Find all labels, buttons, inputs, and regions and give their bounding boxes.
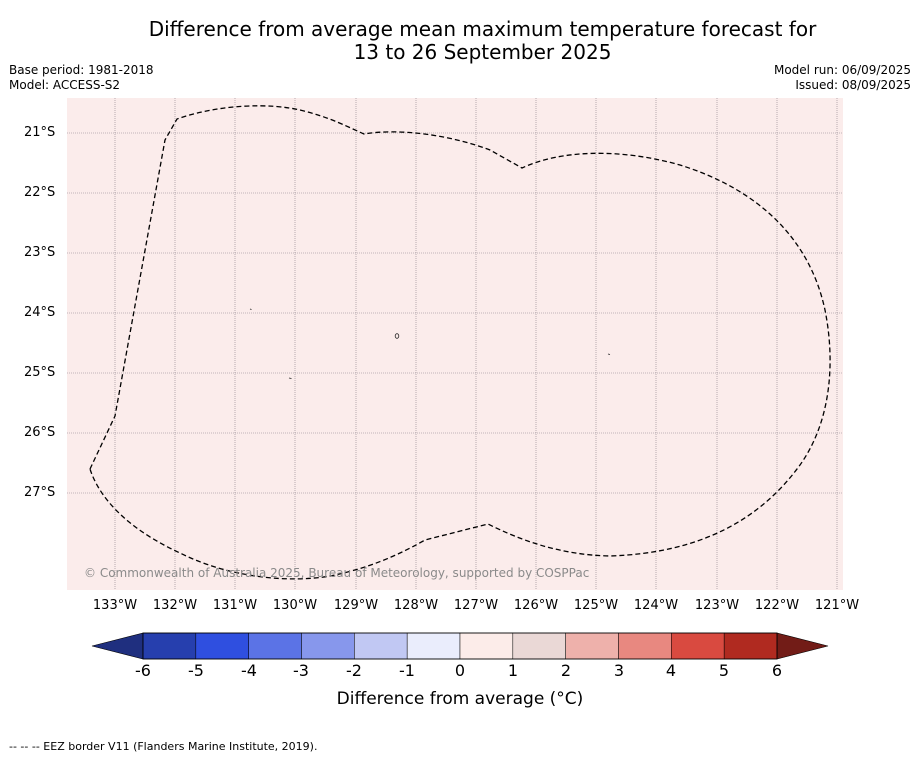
colorbar-cell <box>354 632 408 660</box>
colorbar-tick: -3 <box>293 661 309 680</box>
colorbar-extend-low <box>91 632 144 660</box>
lon-label: 123°W <box>694 598 740 613</box>
colorbar-cell <box>723 632 778 660</box>
lat-label: 26°S <box>24 425 56 440</box>
colorbar-tick: 3 <box>613 661 625 680</box>
colorbar-cell <box>512 632 566 660</box>
lon-label: 133°W <box>92 598 138 613</box>
base-period: Base period: 1981-2018 <box>9 63 154 77</box>
title-line-1: Difference from average mean maximum tem… <box>148 17 817 41</box>
colorbar-cell <box>142 632 197 660</box>
lon-label: 131°W <box>212 598 258 613</box>
lat-label: 22°S <box>24 185 56 200</box>
colorbar-tick: 4 <box>665 661 677 680</box>
colorbar-cell <box>248 632 302 660</box>
colorbar-tick: 1 <box>507 661 519 680</box>
lat-label: 27°S <box>24 485 56 500</box>
colorbar-tick: 2 <box>560 661 572 680</box>
lon-label: 132°W <box>152 598 198 613</box>
lon-label: 124°W <box>633 598 679 613</box>
meta-right: Model run: 06/09/2025 Issued: 08/09/2025 <box>774 63 911 93</box>
lon-label: 126°W <box>513 598 559 613</box>
model-name: Model: ACCESS-S2 <box>9 78 121 92</box>
colorbar-tick: 0 <box>454 661 466 680</box>
colorbar-cell <box>671 632 725 660</box>
lon-label: 122°W <box>754 598 800 613</box>
colorbar-tick: -5 <box>188 661 204 680</box>
colorbar <box>91 632 829 660</box>
colorbar-frame <box>142 632 778 660</box>
colorbar-cell <box>406 632 461 660</box>
map-title: Difference from average mean maximum tem… <box>60 18 905 64</box>
lat-label: 24°S <box>24 305 56 320</box>
lat-label: 21°S <box>24 125 56 140</box>
lon-label: 127°W <box>453 598 499 613</box>
meta-left: Base period: 1981-2018 Model: ACCESS-S2 <box>9 63 154 93</box>
colorbar-cell <box>195 632 249 660</box>
lon-gridlines <box>114 98 838 590</box>
colorbar-tick: -2 <box>346 661 362 680</box>
colorbar-tick: -4 <box>241 661 257 680</box>
lon-label: 121°W <box>814 598 860 613</box>
colorbar-title: Difference from average (°C) <box>336 689 584 709</box>
issued-date: Issued: 08/09/2025 <box>795 78 911 92</box>
model-run: Model run: 06/09/2025 <box>773 63 911 77</box>
island-outlines <box>249 308 611 379</box>
lon-label: 130°W <box>272 598 318 613</box>
copyright-notice: © Commonwealth of Australia 2025, Bureau… <box>84 566 590 580</box>
map-area <box>67 98 843 590</box>
colorbar-tick: -1 <box>399 661 415 680</box>
lat-label: 23°S <box>24 245 56 260</box>
colorbar-cell <box>565 632 619 660</box>
colorbar-tick: -6 <box>135 661 151 680</box>
lat-gridlines <box>67 132 843 494</box>
title-line-2: 13 to 26 September 2025 <box>353 40 612 64</box>
colorbar-cell <box>301 632 355 660</box>
colorbar-cell <box>618 632 672 660</box>
lon-label: 128°W <box>393 598 439 613</box>
colorbar-cell <box>459 632 514 660</box>
lon-label: 129°W <box>333 598 379 613</box>
colorbar-cells <box>142 632 778 660</box>
colorbar-extend-high <box>776 632 829 660</box>
eez-footnote: -- -- -- EEZ border V11 (Flanders Marine… <box>9 740 318 753</box>
colorbar-tick: 6 <box>771 661 783 680</box>
colorbar-tick: 5 <box>718 661 730 680</box>
eez-border <box>89 105 831 580</box>
lat-label: 25°S <box>24 365 56 380</box>
lon-label: 125°W <box>573 598 619 613</box>
